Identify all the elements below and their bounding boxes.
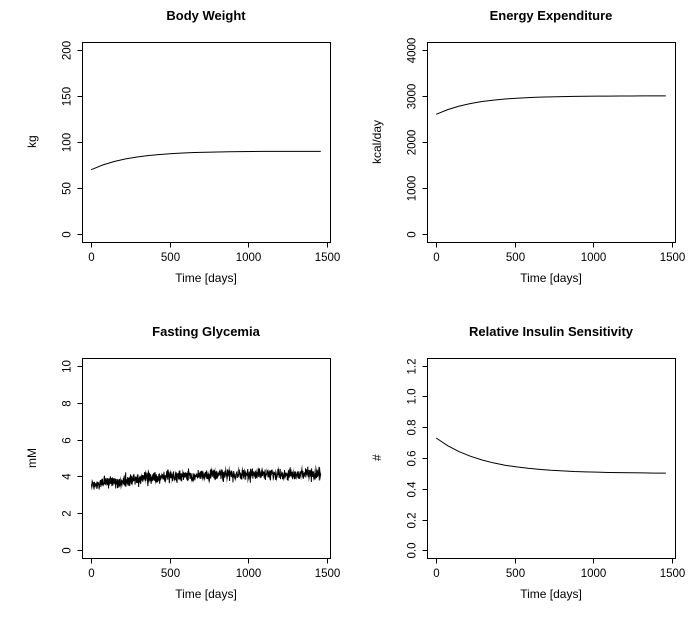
chart-panel-body-weight: Body Weight kg Time [days] xyxy=(0,0,345,316)
y-axis-label-energy-expenditure: kcal/day xyxy=(370,119,384,165)
chart-panel-relative-insulin-sensitivity: Relative Insulin Sensitivity # Time [day… xyxy=(345,316,690,632)
chart-title-energy-expenditure: Energy Expenditure xyxy=(489,8,613,23)
chart-panel-fasting-glycemia: Fasting Glycemia mM Time [days] xyxy=(0,316,345,632)
plot-canvas-fasting-glycemia xyxy=(0,316,345,632)
chart-title-fasting-glycemia: Fasting Glycemia xyxy=(152,324,260,339)
chart-panel-energy-expenditure: Energy Expenditure kcal/day Time [days] xyxy=(345,0,690,316)
plot-canvas-relative-insulin-sensitivity xyxy=(345,316,690,632)
x-axis-label-fasting-glycemia: Time [days] xyxy=(175,587,237,601)
plot-canvas-body-weight xyxy=(0,0,345,316)
chart-title-body-weight: Body Weight xyxy=(166,8,246,23)
x-axis-label-relative-insulin-sensitivity: Time [days] xyxy=(520,587,582,601)
chart-title-relative-insulin-sensitivity: Relative Insulin Sensitivity xyxy=(469,324,633,339)
plot-canvas-energy-expenditure xyxy=(345,0,690,316)
x-axis-label-body-weight: Time [days] xyxy=(175,271,237,285)
x-axis-label-energy-expenditure: Time [days] xyxy=(520,271,582,285)
y-axis-label-fasting-glycemia: mM xyxy=(25,448,39,468)
y-axis-label-body-weight: kg xyxy=(25,135,39,149)
y-axis-label-relative-insulin-sensitivity: # xyxy=(370,454,384,462)
